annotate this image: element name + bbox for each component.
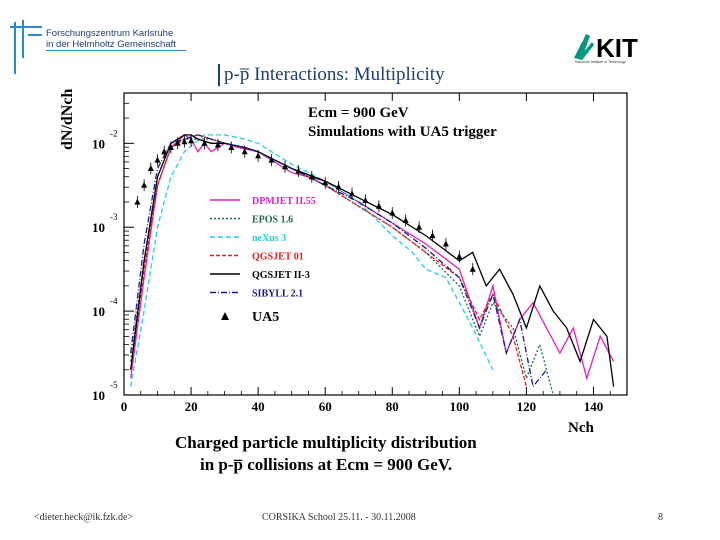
legend-label-qgsjet01: QGSJET 01 xyxy=(252,252,304,263)
footer-email[interactable]: <dieter.heck@ik.fzk.de> xyxy=(34,512,134,523)
legend-label-epos: EPOS 1.6 xyxy=(252,215,293,226)
caption-line2: in p-p̅ collisions at Ecm = 900 GeV. xyxy=(200,455,453,474)
institute-name-line2: in der Helmholtz Gemeinschaft xyxy=(46,39,176,50)
series-line-qgsjet01 xyxy=(130,134,528,387)
x-axis-label: Nch xyxy=(568,420,594,436)
x-tick-label: 80 xyxy=(386,399,399,414)
y-tick-label-exp: -5 xyxy=(110,380,118,390)
annotation-simulations: Simulations with UA5 trigger xyxy=(308,124,497,140)
y-tick-label-exp: -3 xyxy=(110,212,118,222)
x-tick-label: 40 xyxy=(252,399,265,414)
legend-label-dpmjet: DPMJET II.55 xyxy=(252,196,316,207)
series-line-sibyll xyxy=(130,134,548,389)
legend-label-sibyll: SIBYLL 2.1 xyxy=(252,289,303,300)
y-axis-label: dN/dNch xyxy=(59,89,76,150)
x-tick-label: 60 xyxy=(319,399,332,414)
legend-label-nexus: neXus 3 xyxy=(252,233,286,244)
kit-logo-text: KIT xyxy=(596,33,638,63)
footer-conference: CORSIKA School 25.11. - 30.11.2008 xyxy=(262,512,416,523)
footer-page-number: 8 xyxy=(658,512,663,523)
x-tick-label: 0 xyxy=(121,399,128,414)
y-tick-label-base: 10 xyxy=(92,136,105,151)
x-tick-label: 20 xyxy=(185,399,198,414)
y-tick-label-exp: -4 xyxy=(110,296,118,306)
x-tick-label: 120 xyxy=(517,399,537,414)
y-tick-label-base: 10 xyxy=(92,388,105,403)
annotation-ecm: Ecm = 900 GeV xyxy=(308,105,409,121)
y-tick-label-exp: -2 xyxy=(110,128,118,138)
y-tick-label-base: 10 xyxy=(92,220,105,235)
legend-marker-ua5 xyxy=(221,312,229,320)
kit-logo: KIT xyxy=(574,33,638,63)
institute-name-line1: Forschungszentrum Karlsruhe xyxy=(46,28,174,39)
series-line-dpmjet xyxy=(130,134,615,381)
institute-logo xyxy=(10,20,186,74)
y-tick-label-base: 10 xyxy=(92,304,105,319)
kit-subtitle: Karlsruhe Institute of Technology xyxy=(575,60,626,64)
legend-label-ua5: UA5 xyxy=(252,310,279,325)
x-tick-label: 140 xyxy=(584,399,604,414)
slide-title: p-p̅ Interactions: Multiplicity xyxy=(218,64,445,86)
series-line-nexus xyxy=(130,134,494,387)
caption-line1: Charged particle multiplicity distributi… xyxy=(175,433,477,452)
x-tick-label: 100 xyxy=(450,399,470,414)
series-line-epos xyxy=(130,138,554,396)
legend-label-qgsjet2: QGSJET II-3 xyxy=(252,270,310,281)
